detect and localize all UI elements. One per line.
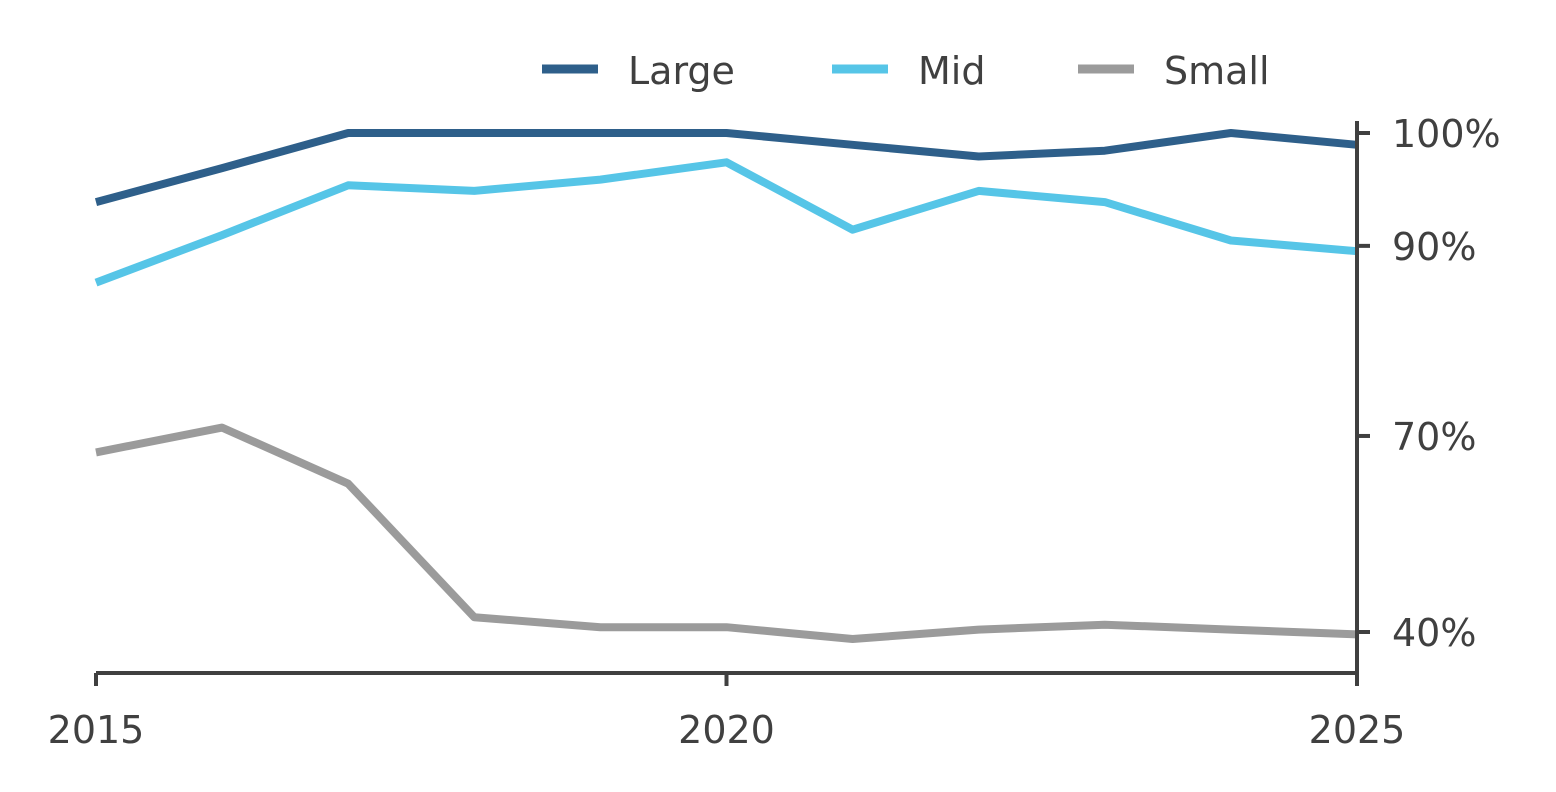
legend: Large Mid Small bbox=[542, 49, 1270, 93]
series-layer bbox=[94, 129, 1358, 643]
legend-item-small: Small bbox=[1078, 49, 1270, 93]
series-line-mid bbox=[94, 158, 1358, 287]
y-tick-label: 100% bbox=[1392, 112, 1501, 156]
legend-item-large: Large bbox=[542, 49, 735, 93]
x-tick-label: 2020 bbox=[678, 708, 775, 752]
series-line-small bbox=[95, 423, 1358, 643]
y-tick-label: 90% bbox=[1392, 225, 1476, 269]
legend-label: Large bbox=[628, 49, 735, 93]
y-tick-label: 70% bbox=[1392, 415, 1476, 459]
legend-item-mid: Mid bbox=[832, 49, 985, 93]
axes-layer: 2015 2020 2025 40% 70% 90% 100% bbox=[48, 112, 1501, 752]
series-line-large bbox=[94, 129, 1358, 206]
y-tick-label: 40% bbox=[1392, 611, 1476, 655]
x-tick-label: 2025 bbox=[1309, 708, 1406, 752]
legend-label: Mid bbox=[918, 49, 985, 93]
legend-label: Small bbox=[1164, 49, 1270, 93]
x-tick-label: 2015 bbox=[48, 708, 145, 752]
